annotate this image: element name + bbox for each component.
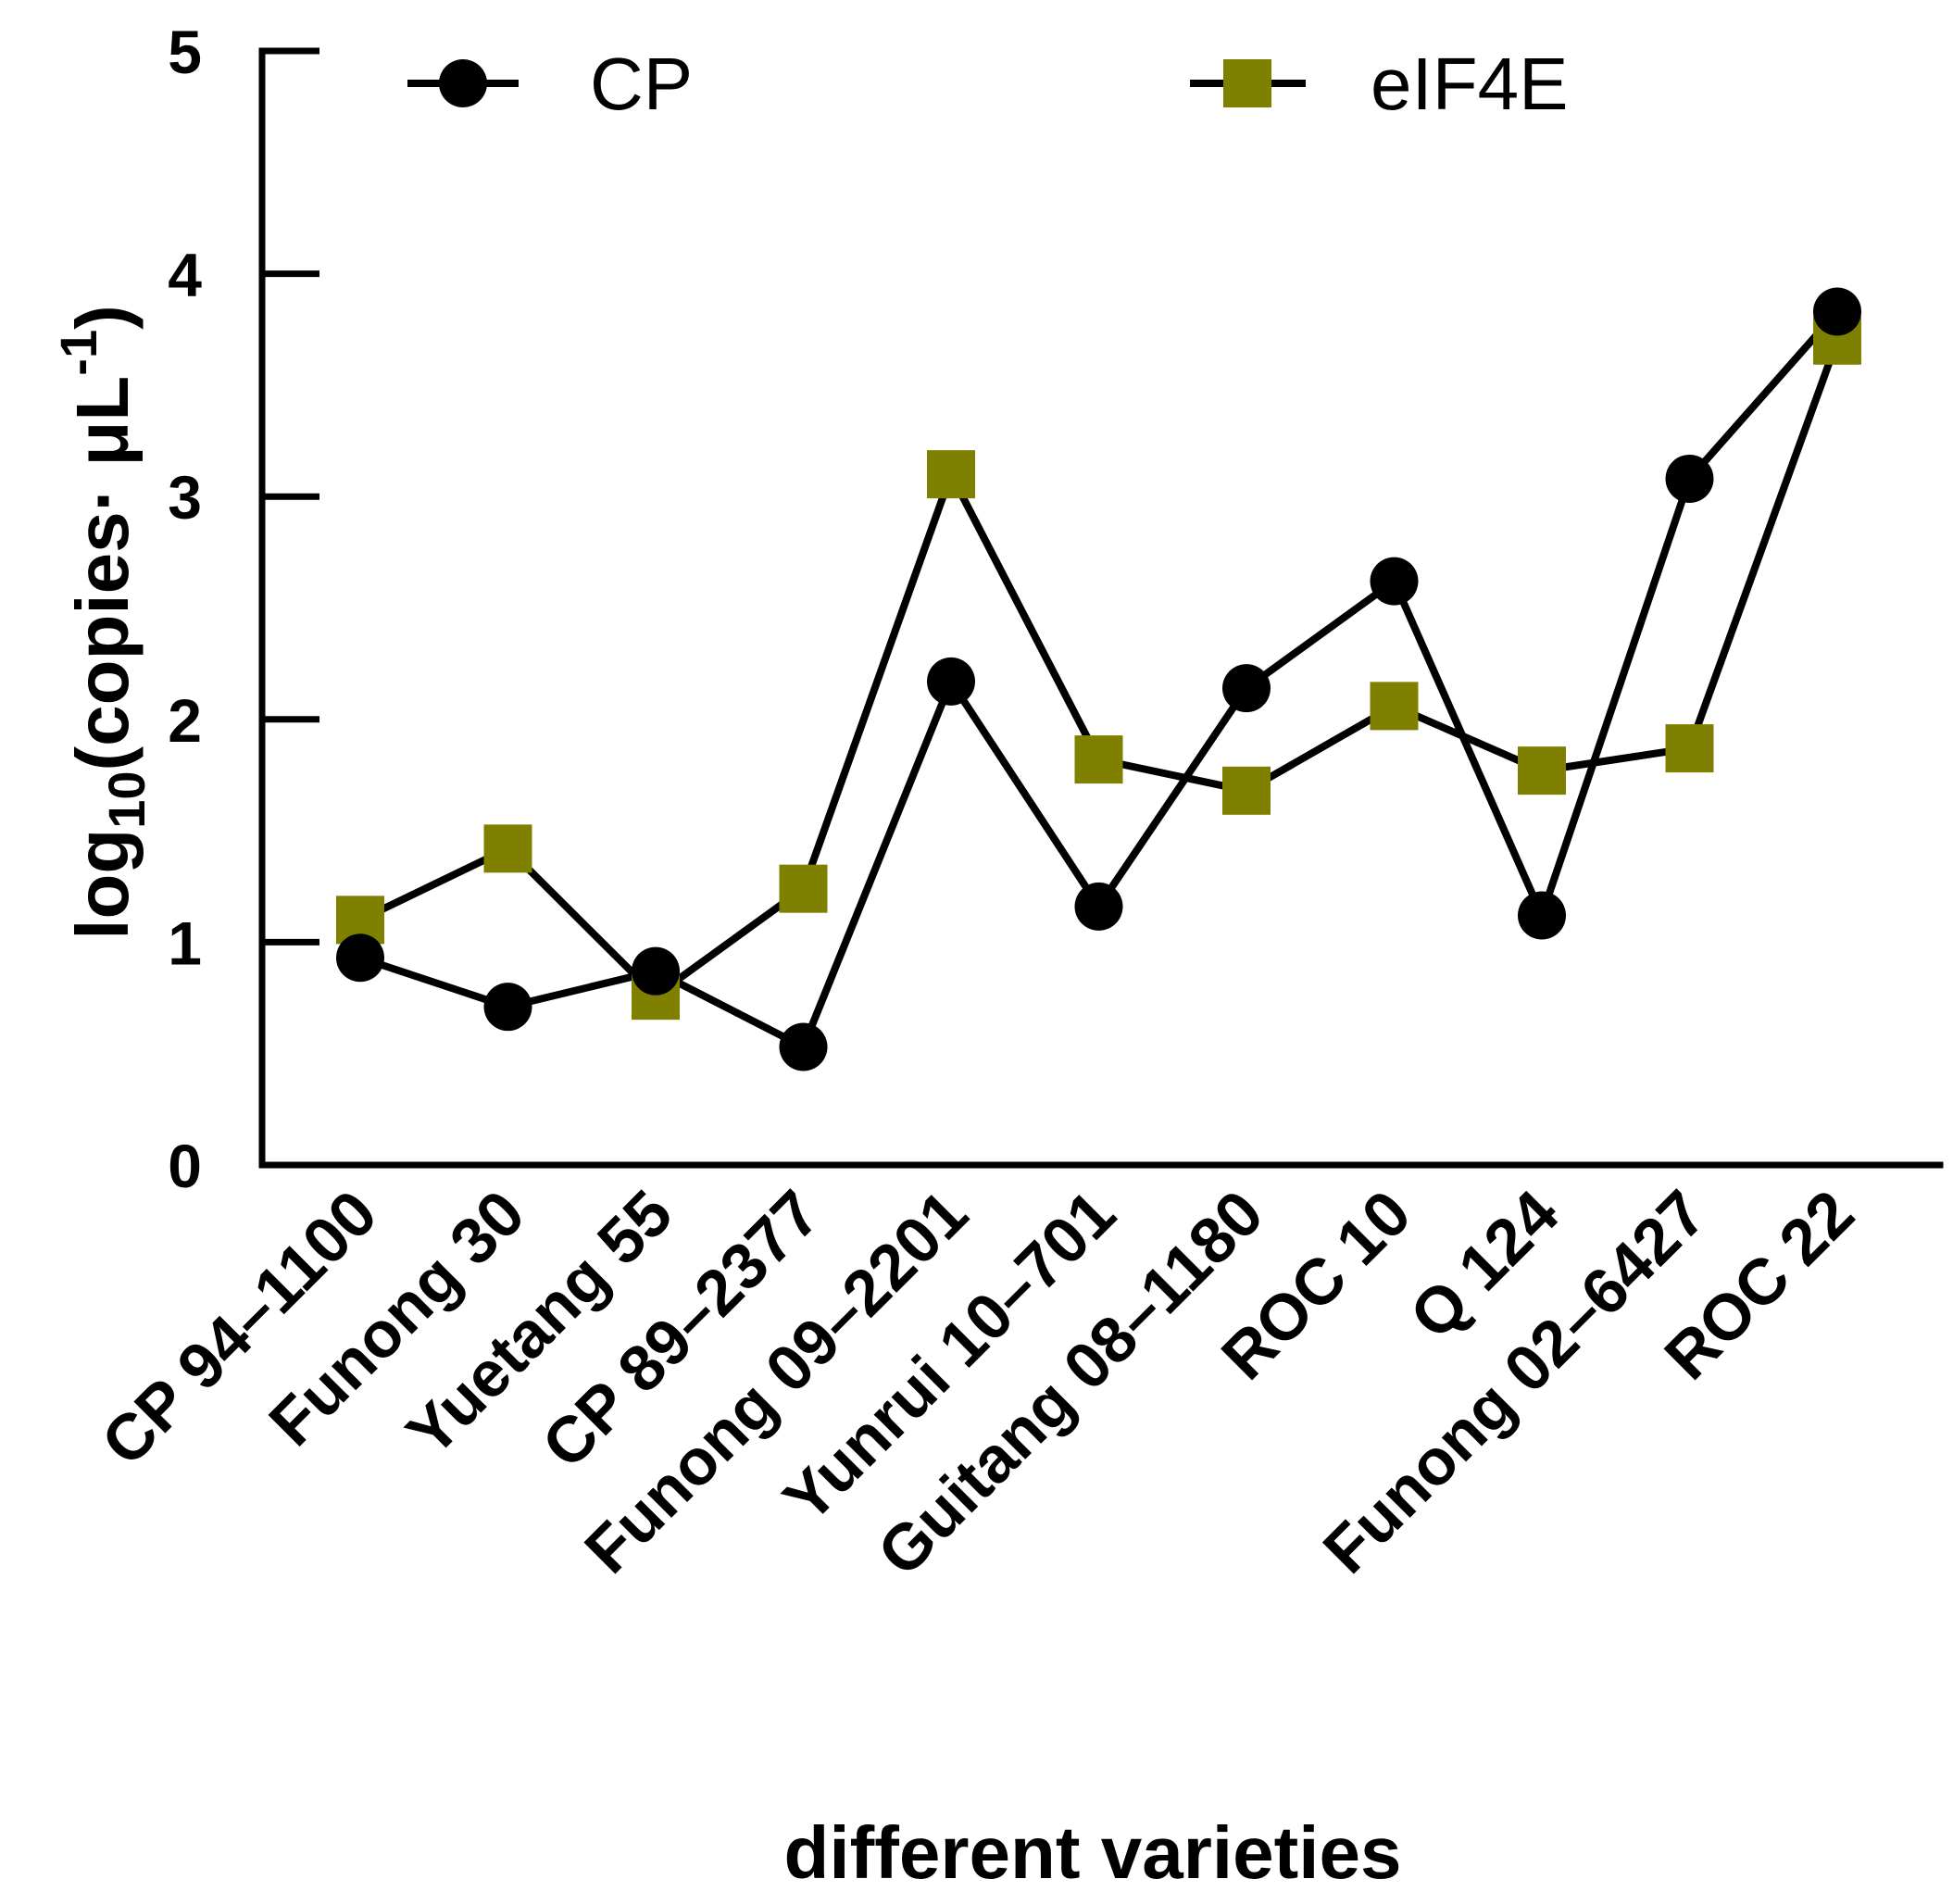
data-point-CP [1074, 882, 1123, 931]
data-point-CP [1518, 891, 1566, 940]
data-point-eIF4E [1518, 746, 1566, 795]
legend: CP eIF4E [407, 43, 1568, 125]
data-point-CP [336, 933, 384, 983]
series-line-CP [358, 308, 1840, 1051]
y-axis-title-suffix: ) [61, 305, 144, 330]
y-axis-title-superscript: -1 [49, 330, 107, 376]
y-axis-ticks: 0 1 2 3 4 5 [168, 18, 319, 1200]
y-axis-title-subscript: 10 [97, 770, 156, 828]
data-point-eIF4E [1074, 735, 1123, 784]
data-point-CP [927, 657, 975, 706]
y-tick-label: 0 [168, 1132, 202, 1200]
axes [258, 47, 1944, 1169]
data-point-CP [779, 1022, 828, 1071]
data-point-eIF4E [1665, 724, 1714, 773]
data-point-CP [1665, 454, 1714, 503]
data-point-CP [1370, 557, 1419, 606]
y-tick-label: 2 [168, 686, 202, 755]
series-group [336, 287, 1861, 1071]
data-point-CP [1222, 664, 1271, 713]
y-tick-label: 1 [168, 908, 202, 977]
legend-label-eIF4E: eIF4E [1371, 43, 1568, 125]
y-axis-title-main: (copies· μL [61, 376, 144, 771]
data-point-eIF4E [1370, 682, 1419, 731]
y-axis-title: log10(copies· μL-1) [49, 305, 156, 939]
y-axis-title-prefix: log [61, 829, 144, 940]
data-point-eIF4E [483, 824, 532, 873]
x-axis-title: different varieties [784, 1811, 1402, 1894]
y-tick-label: 3 [168, 463, 202, 532]
data-point-eIF4E [927, 450, 975, 499]
y-tick-label: 4 [168, 241, 202, 309]
legend-marker-eIF4E [1223, 59, 1271, 107]
data-point-CP [483, 983, 532, 1032]
data-point-eIF4E [1222, 766, 1271, 815]
data-point-CP [1813, 287, 1861, 336]
legend-marker-CP [439, 59, 487, 107]
data-point-CP [632, 946, 680, 996]
data-point-eIF4E [779, 864, 828, 913]
y-tick-label: 5 [168, 18, 202, 86]
legend-label-CP: CP [590, 43, 693, 125]
